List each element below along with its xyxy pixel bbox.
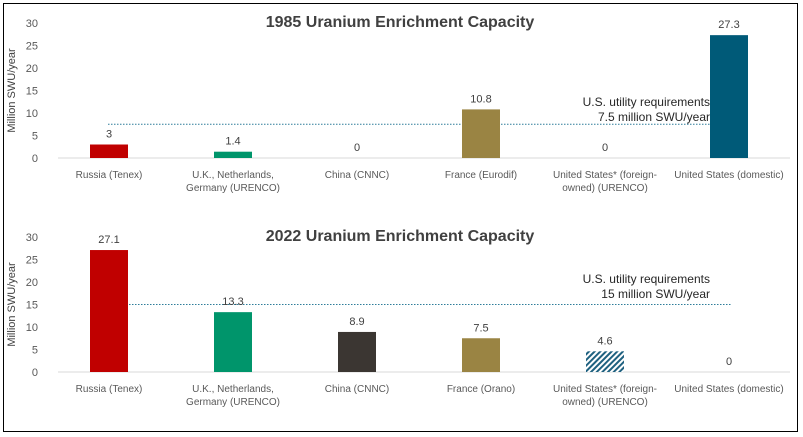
- x-category-label: France (Eurodif): [445, 170, 517, 181]
- y-tick-label: 10: [26, 322, 38, 334]
- y-tick-label: 0: [32, 367, 38, 379]
- reference-line-label: U.S. utility requirements: [583, 272, 710, 286]
- x-category-label: U.K., Netherlands,: [192, 170, 274, 181]
- x-category-label: owned) (URENCO): [562, 397, 648, 408]
- x-category-label: Russia (Tenex): [76, 170, 143, 181]
- x-category-label: United States (domestic): [674, 170, 784, 181]
- x-category-label: U.K., Netherlands,: [192, 384, 274, 395]
- x-category-label: China (CNNC): [325, 170, 389, 181]
- data-label: 27.3: [718, 19, 739, 31]
- y-tick-label: 10: [26, 108, 38, 120]
- y-tick-label: 15: [26, 86, 38, 98]
- bar: [90, 144, 128, 158]
- x-category-label: United States* (foreign-: [553, 384, 657, 395]
- data-label: 7.5: [473, 322, 488, 334]
- data-label: 0: [354, 142, 360, 154]
- bar: [710, 35, 748, 158]
- data-label: 1.4: [225, 136, 240, 148]
- reference-line-label: 15 million SWU/year: [601, 287, 710, 301]
- x-category-label: United States* (foreign-: [553, 170, 657, 181]
- data-label: 13.3: [222, 296, 243, 308]
- x-category-label: United States (domestic): [674, 384, 784, 395]
- data-label: 0: [602, 142, 608, 154]
- y-tick-label: 5: [32, 345, 38, 357]
- y-tick-label: 0: [32, 153, 38, 165]
- y-tick-label: 20: [26, 277, 38, 289]
- bar: [214, 151, 252, 158]
- y-tick-label: 15: [26, 300, 38, 312]
- bar: [586, 351, 624, 372]
- bar: [462, 109, 500, 158]
- data-label: 27.1: [98, 234, 119, 246]
- y-tick-label: 25: [26, 255, 38, 267]
- y-tick-label: 5: [32, 131, 38, 143]
- y-axis-label: Million SWU/year: [6, 48, 18, 133]
- bar: [90, 250, 128, 372]
- data-label: 8.9: [349, 316, 364, 328]
- data-label: 0: [726, 356, 732, 368]
- chart-frame: [3, 3, 798, 432]
- data-label: 10.8: [470, 93, 491, 105]
- bar: [462, 338, 500, 372]
- y-tick-label: 20: [26, 63, 38, 75]
- x-category-label: Germany (URENCO): [186, 397, 280, 408]
- x-category-label: France (Orano): [447, 384, 515, 395]
- y-tick-label: 30: [26, 232, 38, 244]
- reference-line-label: U.S. utility requirements: [583, 95, 710, 109]
- bar: [214, 312, 252, 372]
- chart-title: 1985 Uranium Enrichment Capacity: [266, 14, 535, 31]
- x-category-label: owned) (URENCO): [562, 183, 648, 194]
- y-tick-label: 30: [26, 18, 38, 30]
- chart-title: 2022 Uranium Enrichment Capacity: [266, 228, 535, 245]
- data-label: 4.6: [597, 335, 612, 347]
- data-label: 3: [106, 129, 112, 141]
- reference-line-label: 7.5 million SWU/year: [598, 110, 710, 124]
- bar: [338, 331, 376, 372]
- x-category-label: Germany (URENCO): [186, 183, 280, 194]
- x-category-label: Russia (Tenex): [76, 384, 143, 395]
- y-axis-label: Million SWU/year: [6, 262, 18, 347]
- x-category-label: China (CNNC): [325, 384, 389, 395]
- y-tick-label: 25: [26, 41, 38, 53]
